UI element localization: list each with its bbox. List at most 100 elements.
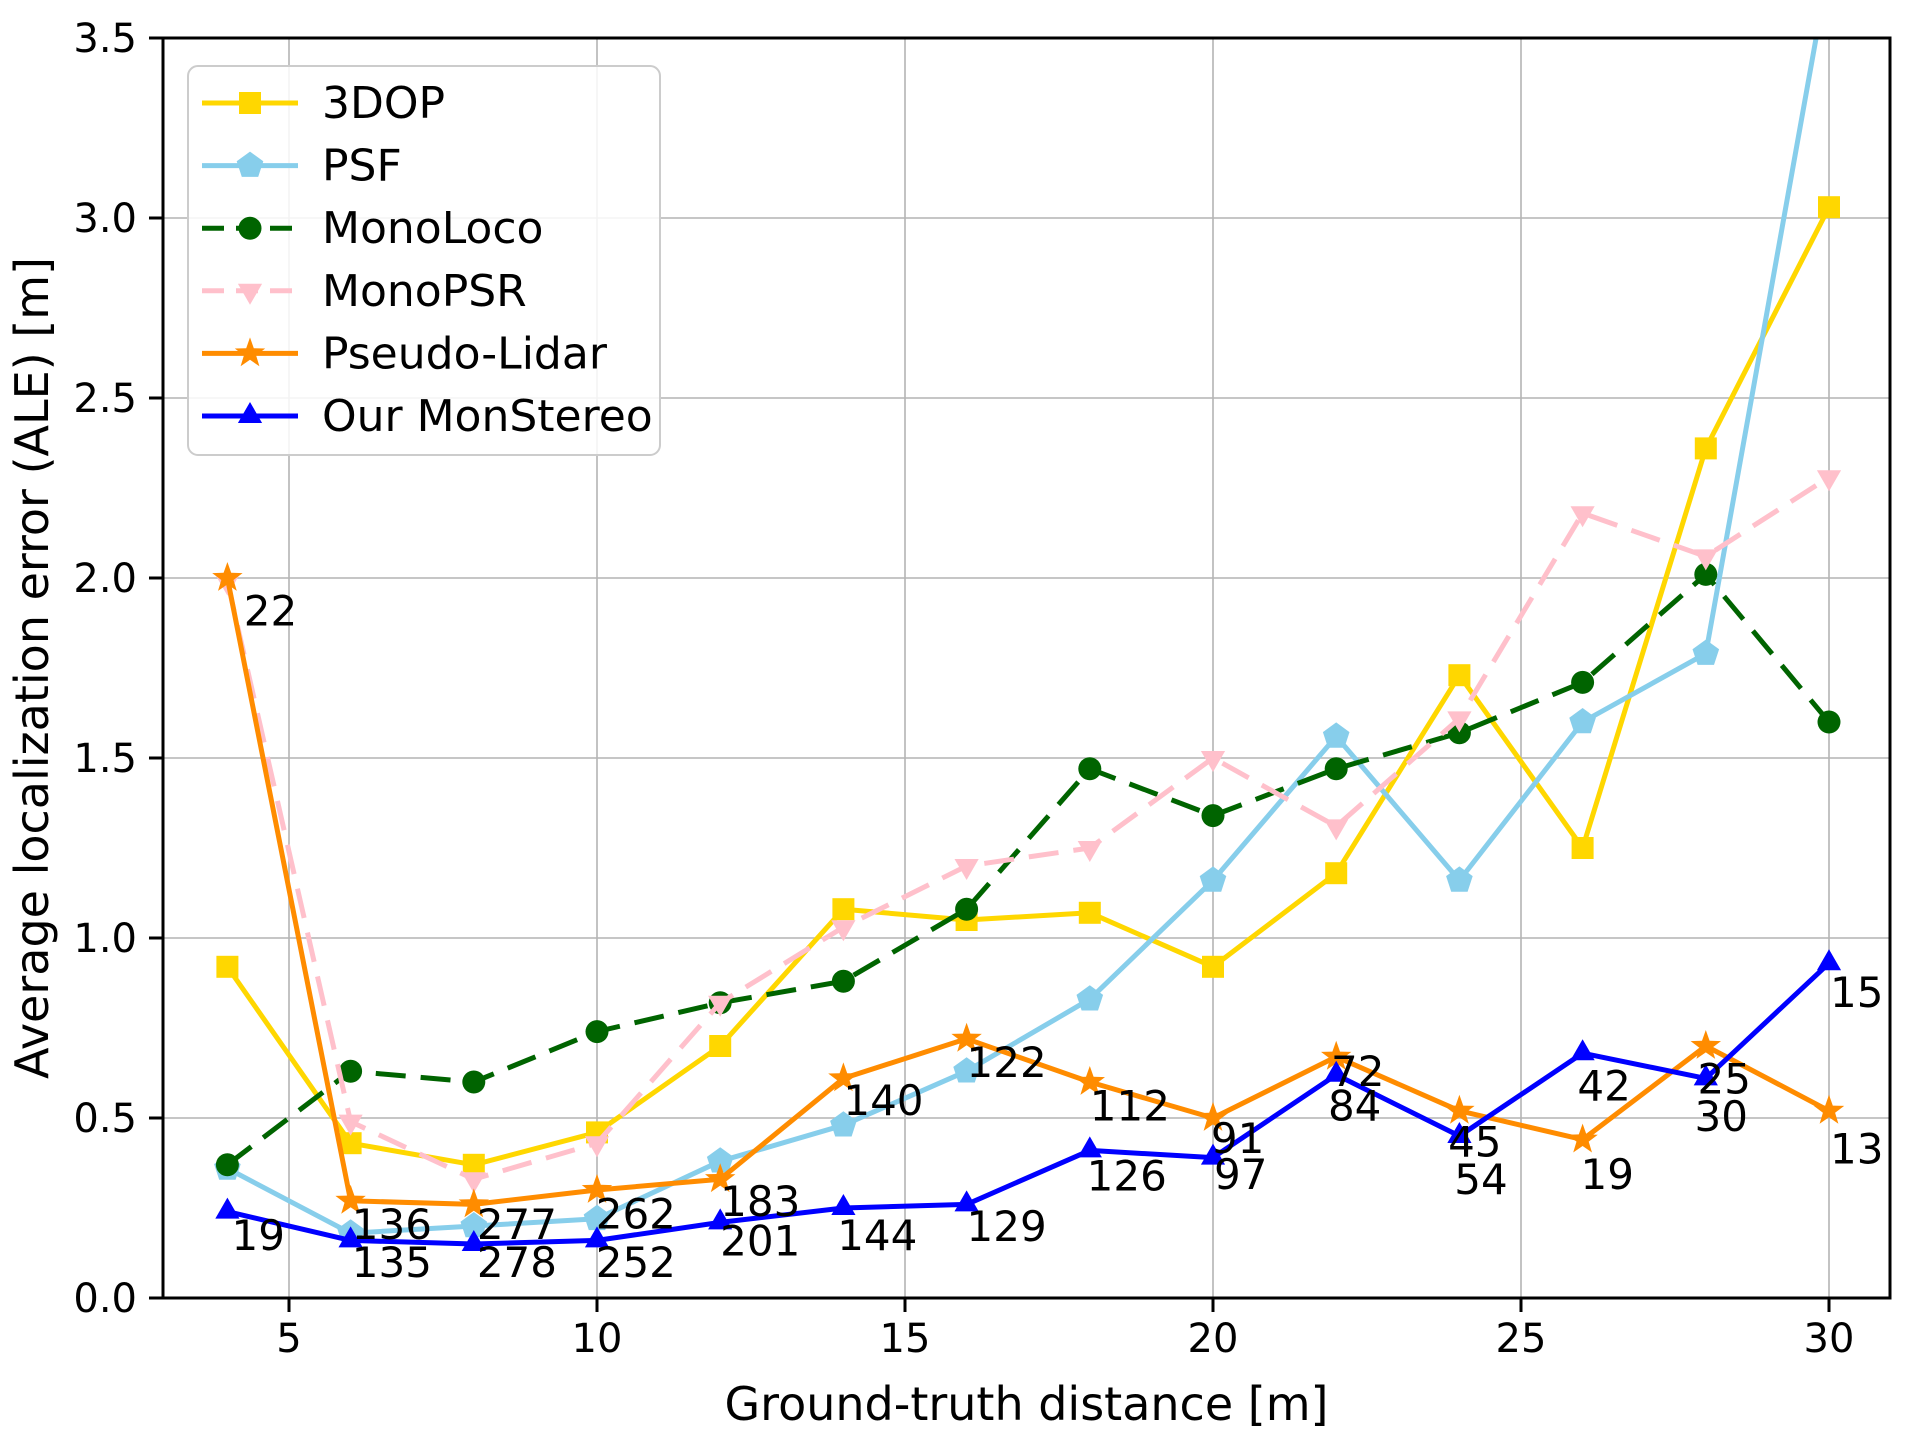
- count-annotation: 84: [1328, 1081, 1381, 1130]
- data-point-marker: [215, 1197, 240, 1219]
- count-annotation: 129: [967, 1202, 1047, 1251]
- plot-area: [212, 38, 1845, 1251]
- data-point-marker: [1078, 901, 1101, 924]
- series-markers: [215, 470, 1842, 1194]
- count-annotation: 201: [720, 1216, 800, 1265]
- legend-item-monoloco: MonoLoco: [202, 203, 543, 254]
- series-line: [224, 577, 1831, 1207]
- data-point-marker: [1570, 506, 1595, 528]
- count-annotation: 126: [1087, 1152, 1167, 1201]
- y-tick-label: 3.0: [73, 196, 137, 242]
- data-point-marker: [828, 1062, 859, 1092]
- legend-item-our-monstereo: Our MonStereo: [202, 391, 653, 442]
- data-point-marker: [830, 1111, 857, 1137]
- data-point-marker: [1324, 819, 1349, 841]
- x-tick-label: 20: [1188, 1316, 1239, 1362]
- data-point-marker: [1694, 562, 1718, 586]
- y-tick-label: 1.0: [73, 916, 137, 962]
- series-markers: [212, 562, 1845, 1218]
- data-point-marker: [1818, 196, 1840, 219]
- legend-box: [187, 65, 661, 456]
- x-tick-label: 5: [276, 1316, 301, 1362]
- data-point-marker: [1202, 955, 1224, 978]
- data-point-marker: [1571, 670, 1595, 694]
- count-annotation: 72: [1331, 1047, 1384, 1096]
- count-annotation: 136: [352, 1200, 432, 1249]
- data-point-marker: [1324, 1060, 1349, 1082]
- data-point-marker: [1074, 1066, 1105, 1095]
- count-annotation: 252: [596, 1238, 676, 1287]
- count-annotation: 42: [1577, 1062, 1630, 1111]
- legend-item-label: MonoLoco: [322, 203, 543, 254]
- legend-item-pseudo-lidar: Pseudo-Lidar: [202, 328, 608, 379]
- count-annotation: 54: [1454, 1155, 1507, 1204]
- count-annotation: 19: [231, 1211, 284, 1260]
- data-point-marker: [1447, 721, 1471, 745]
- count-annotation: 135: [352, 1238, 432, 1287]
- data-point-marker: [1692, 639, 1720, 665]
- data-point-marker: [335, 1184, 366, 1214]
- data-point-marker: [951, 1022, 982, 1052]
- data-point-marker: [1444, 1094, 1475, 1124]
- data-point-marker: [1199, 866, 1227, 892]
- data-point-marker: [708, 1208, 733, 1230]
- series-monopsr: [215, 470, 1842, 1194]
- data-point-marker: [338, 1114, 363, 1136]
- data-point-marker: [1693, 1064, 1718, 1086]
- x-tick-label: 15: [880, 1316, 931, 1362]
- x-tick-label: 10: [572, 1316, 623, 1362]
- legend-item-psf: PSF: [202, 141, 402, 192]
- y-tick-label: 0.5: [73, 1096, 137, 1142]
- data-point-marker: [706, 1147, 734, 1173]
- series-markers: [215, 949, 1842, 1251]
- data-point-marker: [339, 1059, 363, 1083]
- data-point-marker: [583, 1204, 611, 1231]
- data-point-marker: [1077, 841, 1102, 862]
- series-our-monstereo: [215, 949, 1842, 1251]
- plot-border: [161, 36, 1892, 1300]
- axis-ticks: [149, 36, 1831, 1312]
- data-point-marker: [461, 1172, 486, 1194]
- data-point-marker: [1690, 1030, 1721, 1059]
- count-annotation: 22: [244, 586, 297, 635]
- series-markers: [216, 196, 1840, 1176]
- series-3dop: [216, 196, 1840, 1176]
- data-point-marker: [236, 151, 264, 177]
- legend-item-label: Our MonStereo: [322, 391, 653, 442]
- data-point-marker: [831, 920, 856, 942]
- data-point-marker: [234, 337, 266, 367]
- data-point-marker: [1813, 1094, 1845, 1124]
- data-point-marker: [1816, 949, 1842, 971]
- data-point-marker: [1200, 751, 1226, 772]
- count-annotation: 45: [1448, 1117, 1501, 1166]
- x-axis-label: Ground-truth distance [m]: [725, 1377, 1329, 1431]
- data-point-marker: [1570, 1039, 1595, 1061]
- legend: 3DOP PSF MonoLoco MonoPSR Pseudo-Lidar Our Mo…: [187, 65, 661, 456]
- data-point-marker: [461, 1230, 486, 1251]
- series-line: [226, 38, 1819, 1236]
- count-annotation: 277: [477, 1200, 557, 1249]
- count-annotation: 15: [1830, 968, 1883, 1017]
- data-point-marker: [1324, 757, 1348, 781]
- count-annotation: 91: [1211, 1114, 1264, 1163]
- data-point-marker: [953, 1057, 980, 1083]
- data-point-marker: [709, 1035, 732, 1057]
- data-point-marker: [237, 402, 263, 423]
- data-point-marker: [1569, 708, 1596, 734]
- data-point-marker: [1078, 757, 1102, 781]
- data-point-marker: [1076, 985, 1104, 1011]
- y-tick-label: 2.0: [73, 556, 137, 602]
- data-point-marker: [581, 1174, 613, 1203]
- data-point-marker: [1567, 1123, 1598, 1153]
- data-point-marker: [462, 1070, 486, 1094]
- data-point-marker: [1447, 711, 1472, 733]
- data-point-marker: [1077, 1136, 1102, 1158]
- count-annotation: 278: [477, 1238, 557, 1287]
- legend-item-label: 3DOP: [322, 78, 445, 129]
- data-point-marker: [584, 1136, 610, 1158]
- y-tick-label: 2.5: [73, 376, 137, 422]
- y-axis-label: Average localization error (ALE) [m]: [5, 257, 59, 1079]
